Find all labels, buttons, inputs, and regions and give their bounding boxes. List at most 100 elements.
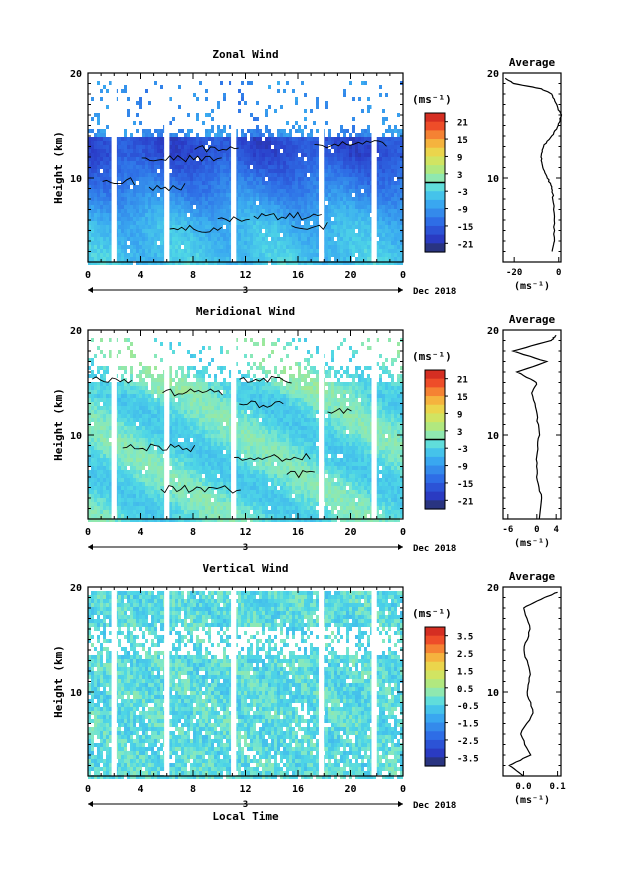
colorbar-tick-label: 3	[457, 428, 462, 438]
date-axis-arrow	[398, 801, 403, 807]
profile-frame	[502, 329, 562, 520]
date-axis-arrow	[88, 544, 93, 550]
profile-y-tick-label: 10	[487, 431, 499, 442]
data-gap	[371, 330, 377, 519]
y-tick-label: 20	[70, 583, 82, 594]
contour-line	[217, 216, 250, 223]
x-tick-label: 0	[85, 527, 91, 538]
x-axis-label: Local Time	[212, 810, 279, 823]
colorbar-cell	[425, 413, 445, 423]
x-tick-label: 12	[239, 527, 251, 538]
heatmap-field	[88, 591, 403, 779]
colorbar-cell	[425, 234, 445, 244]
colorbar-cell	[425, 456, 445, 467]
colorbar-cell	[425, 687, 445, 698]
colorbar-tick-label: 15	[457, 393, 468, 403]
colorbar-cell	[425, 182, 445, 192]
colorbar-cell	[425, 147, 445, 158]
x-tick-label: 0	[400, 270, 406, 281]
colorbar-tick-label: 21	[457, 119, 468, 129]
x-tick-label: 0	[400, 784, 406, 795]
colorbar-cell	[425, 113, 445, 123]
colorbar-cell	[425, 482, 445, 493]
colorbar-cell	[425, 217, 445, 227]
colorbar-cell	[425, 121, 445, 131]
x-tick-label: 0	[400, 527, 406, 538]
colorbar-tick-label: -21	[457, 240, 473, 250]
data-gap	[371, 73, 377, 262]
x-tick-label: 8	[190, 784, 196, 795]
profile-y-tick-label: 10	[487, 174, 499, 185]
x-tick-label: 16	[292, 527, 304, 538]
colorbar-tick-label: 9	[457, 410, 462, 420]
date-axis-arrow	[88, 801, 93, 807]
x-tick-label: 4	[137, 270, 143, 281]
heatmap-field	[88, 338, 403, 522]
x-tick-label: 20	[344, 270, 356, 281]
contour-line	[234, 452, 311, 462]
profile-x-tick-label: 0	[534, 525, 539, 535]
contour-line	[314, 140, 387, 149]
chart-title: Zonal Wind	[212, 48, 278, 61]
data-gap	[231, 330, 237, 519]
colorbar-tick-label: -21	[457, 497, 473, 507]
y-tick-label: 10	[70, 431, 82, 442]
profile-line	[504, 77, 563, 252]
contour-line	[286, 470, 315, 479]
profile-title: Average	[509, 313, 556, 326]
contour-line	[148, 183, 186, 192]
colorbar-cell	[425, 465, 445, 475]
colorbar-cell	[425, 713, 445, 724]
x-tick-label: 0	[85, 784, 91, 795]
profile-x-tick-label: 0	[556, 268, 561, 278]
x-tick-label: 8	[190, 527, 196, 538]
colorbar-cell	[425, 208, 445, 218]
colorbar-cell	[425, 199, 445, 210]
colorbar-tick-label: 9	[457, 153, 462, 163]
colorbar-cell	[425, 644, 445, 654]
contour-line	[239, 400, 284, 409]
y-tick-label: 20	[70, 69, 82, 80]
data-gap	[231, 73, 237, 262]
data-gap	[111, 73, 117, 262]
contour-lines	[91, 375, 352, 494]
data-gap	[111, 587, 117, 776]
profile-frame	[502, 586, 562, 777]
date-label: Dec 2018	[413, 801, 456, 811]
data-gap	[164, 587, 170, 776]
profile-x-label: (ms⁻¹)	[514, 538, 550, 549]
colorbar-cell	[425, 430, 445, 441]
colorbar-cell	[425, 225, 445, 236]
contour-line	[91, 376, 133, 384]
profile-frame	[502, 72, 562, 263]
y-tick-label: 10	[70, 688, 82, 699]
date-day-label: 3	[243, 543, 248, 553]
colorbar-tick-label: 3	[457, 171, 462, 181]
profile-line	[510, 334, 557, 520]
colorbar-cell	[425, 404, 445, 415]
profile-x-tick-label: 0.0	[515, 782, 531, 792]
colorbar-cell	[425, 439, 445, 449]
colorbar-cell	[425, 635, 445, 645]
colorbar-cell	[425, 722, 445, 732]
colorbar-tick-label: -3	[457, 445, 468, 455]
colorbar-cell	[425, 370, 445, 380]
contour-lines	[102, 140, 387, 233]
colorbar-tick-label: 3.5	[457, 633, 473, 643]
colorbar-cell	[425, 139, 445, 149]
data-gap	[164, 330, 170, 519]
colorbar-unit: (ms⁻¹)	[412, 350, 452, 363]
date-axis-arrow	[398, 287, 403, 293]
chart-title: Vertical Wind	[202, 562, 288, 575]
colorbar-tick-label: 2.5	[457, 650, 473, 660]
panel-vertical-wind: Vertical Wind 20 10 Height (km) 0 4 8 12 16 20 0 3 D…	[52, 562, 566, 823]
y-axis-label: Height (km)	[52, 131, 65, 204]
y-axis-label: Height (km)	[52, 388, 65, 461]
profile-x-tick-label: 4	[553, 525, 559, 535]
x-tick-label: 16	[292, 270, 304, 281]
colorbar-cell	[425, 731, 445, 741]
colorbar-cell	[425, 679, 445, 689]
colorbar-unit: (ms⁻¹)	[412, 607, 452, 620]
data-gap	[319, 587, 325, 776]
contour-line	[253, 211, 322, 221]
